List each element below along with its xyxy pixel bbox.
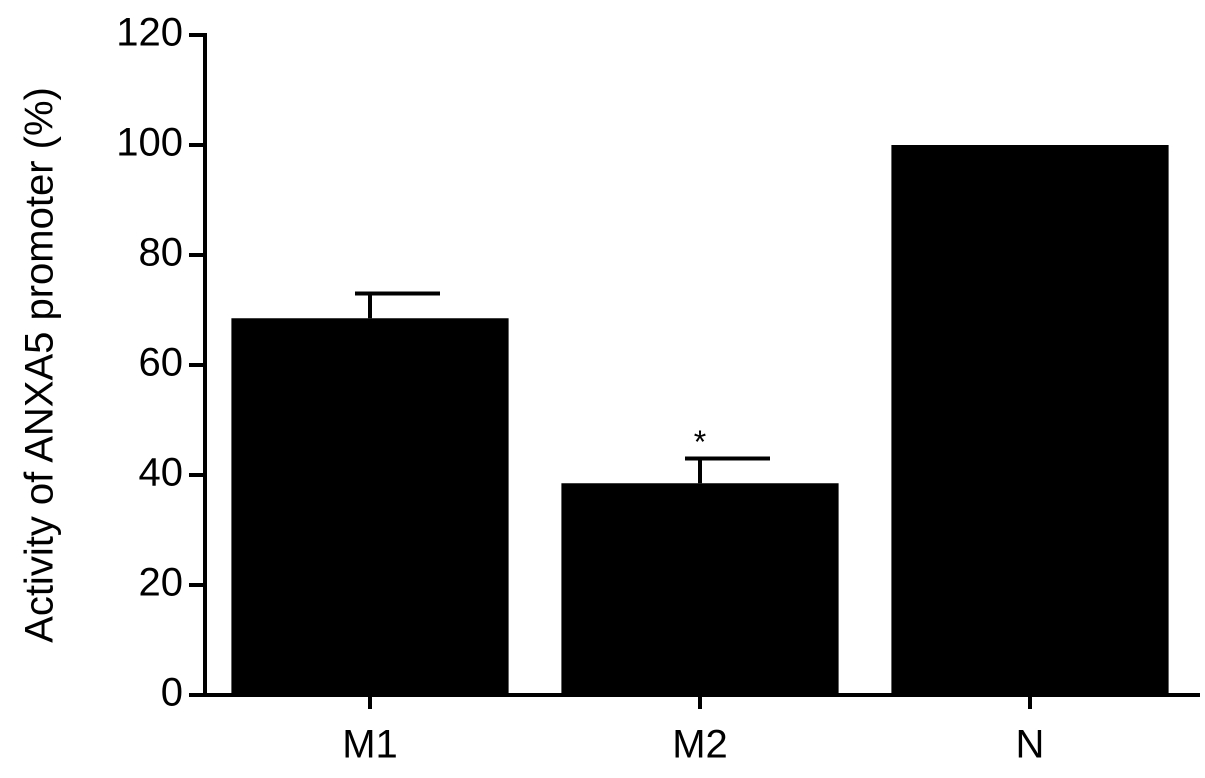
y-tick-label: 100 <box>116 121 183 165</box>
bar <box>891 145 1169 695</box>
y-tick-label: 60 <box>139 341 184 385</box>
y-tick-label: 20 <box>139 561 184 605</box>
y-tick-label: 80 <box>139 231 184 275</box>
bar <box>231 318 509 695</box>
annotation: * <box>694 424 706 460</box>
y-tick-label: 120 <box>116 11 183 55</box>
x-tick-label: N <box>1016 723 1045 767</box>
y-tick-label: 0 <box>161 671 183 715</box>
x-tick-label: M2 <box>672 723 728 767</box>
x-tick-label: M1 <box>342 723 398 767</box>
bar <box>561 483 839 695</box>
y-tick-label: 40 <box>139 451 184 495</box>
y-axis-title: Activity of ANXA5 promoter (%) <box>18 87 62 643</box>
